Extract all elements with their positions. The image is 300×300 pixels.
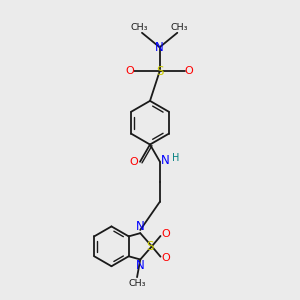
Text: N: N (136, 220, 145, 233)
Text: O: O (162, 253, 170, 263)
Text: O: O (126, 66, 134, 76)
Text: S: S (156, 65, 163, 78)
Text: H: H (172, 153, 179, 163)
Text: N: N (161, 154, 170, 167)
Text: N: N (136, 260, 145, 272)
Text: O: O (129, 157, 138, 167)
Text: CH₃: CH₃ (170, 22, 188, 32)
Text: N: N (155, 41, 164, 54)
Text: CH₃: CH₃ (131, 22, 148, 32)
Text: S: S (146, 240, 154, 253)
Text: O: O (185, 66, 194, 76)
Text: O: O (162, 230, 170, 239)
Text: CH₃: CH₃ (128, 279, 146, 288)
